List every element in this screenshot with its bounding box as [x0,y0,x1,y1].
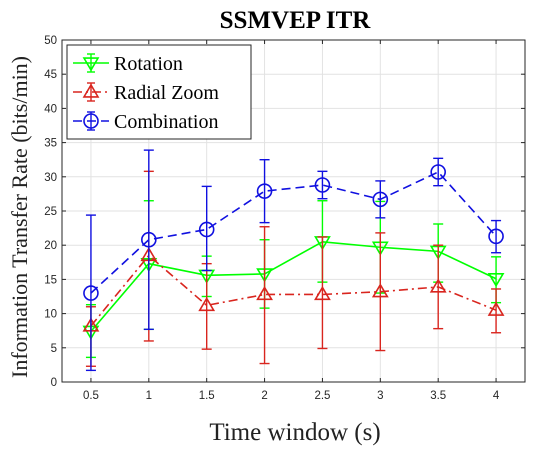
data-point [487,301,505,316]
series-line [90,171,497,294]
legend: Rotation Radial Zoom Combination [66,44,252,140]
data-point [314,285,331,301]
y-tick-label: 5 [51,343,57,355]
data-point [198,296,216,312]
x-tick-label: 2.5 [314,390,330,402]
y-tick-label: 10 [44,309,57,321]
legend-item-combination: Combination [73,111,218,133]
y-tick-label: 15 [44,274,57,286]
legend-label: Rotation [114,53,183,75]
series-line [90,254,497,327]
y-tick-label: 45 [44,69,57,81]
data-point [314,177,331,193]
data-point [371,283,389,298]
legend-label: Radial Zoom [114,82,219,104]
legend-marker [82,83,100,98]
legend-marker [83,113,99,129]
data-point [488,228,504,245]
legend-marker [82,57,100,72]
data-point [256,285,273,301]
y-tick-label: 40 [44,103,57,115]
series-line [90,240,497,332]
y-tick-label: 35 [44,138,57,150]
data-point [487,273,505,288]
legend-label: Combination [114,111,218,133]
data-point [198,221,215,238]
legend-item-radial-zoom: Radial Zoom [73,82,219,104]
y-tick-label: 20 [44,240,57,252]
data-point [429,278,447,293]
y-tick-label: 25 [44,206,57,218]
data-point [372,191,389,208]
x-tick-label: 3 [377,390,383,402]
series-combination [83,149,504,372]
data-point [256,183,273,199]
x-tick-label: 3.5 [430,390,446,402]
y-tick-label: 0 [51,377,57,389]
y-tick-label: 30 [44,172,57,184]
chart-title: SSMVEP ITR [220,7,372,34]
y-axis-label: Information Transfer Rate (bits/min) [7,56,32,378]
x-tick-label: 2 [261,390,267,402]
x-tick-label: 0.5 [83,390,99,402]
x-tick-label: 4 [493,390,500,402]
series-layer [82,149,505,372]
legend-item-rotation: Rotation [73,53,183,75]
data-point [430,164,446,180]
x-tick-label: 1 [146,390,152,402]
x-axis-label: Time window (s) [209,419,380,446]
y-tick-label: 50 [44,35,57,47]
data-point [141,231,157,248]
x-tick-label: 1.5 [199,390,215,402]
data-point [83,285,99,301]
axes: 0 5 10 15 20 25 30 35 40 45 50 0.5 1 1.5 2 2.5 3 3.5 4 [44,35,526,402]
